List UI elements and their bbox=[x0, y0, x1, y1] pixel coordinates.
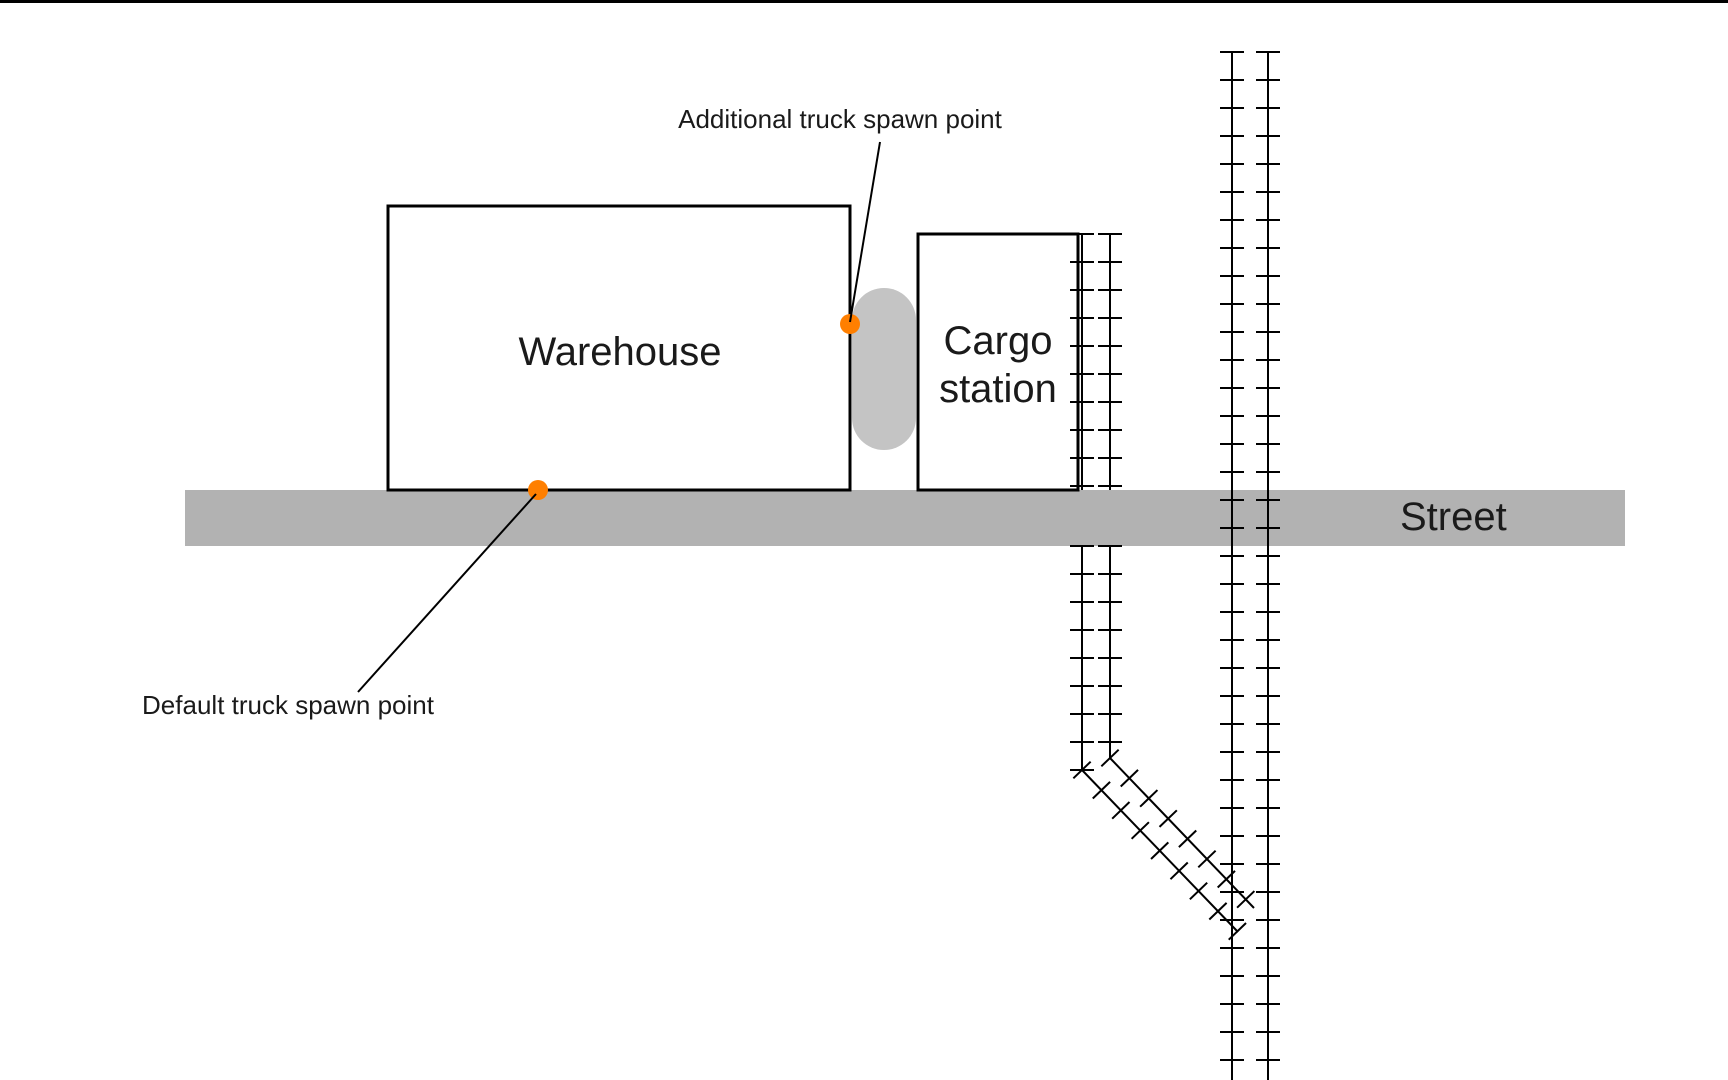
additional-spawn-label: Additional truck spawn point bbox=[678, 104, 1003, 134]
street-label: Street bbox=[1400, 495, 1507, 539]
connector-pad bbox=[852, 288, 916, 450]
default-spawn-point bbox=[528, 480, 548, 500]
diagram-canvas: WarehouseCargostationStreetAdditional tr… bbox=[0, 0, 1728, 1080]
warehouse-label: Warehouse bbox=[518, 330, 721, 374]
branch-track-left bbox=[1070, 546, 1246, 940]
diagram-svg: WarehouseCargostationStreetAdditional tr… bbox=[0, 0, 1728, 1080]
station-track-2 bbox=[1098, 234, 1122, 490]
branch-track-right bbox=[1098, 546, 1254, 908]
vertical-track-right bbox=[1256, 52, 1280, 1080]
default-spawn-label: Default truck spawn point bbox=[142, 690, 435, 720]
